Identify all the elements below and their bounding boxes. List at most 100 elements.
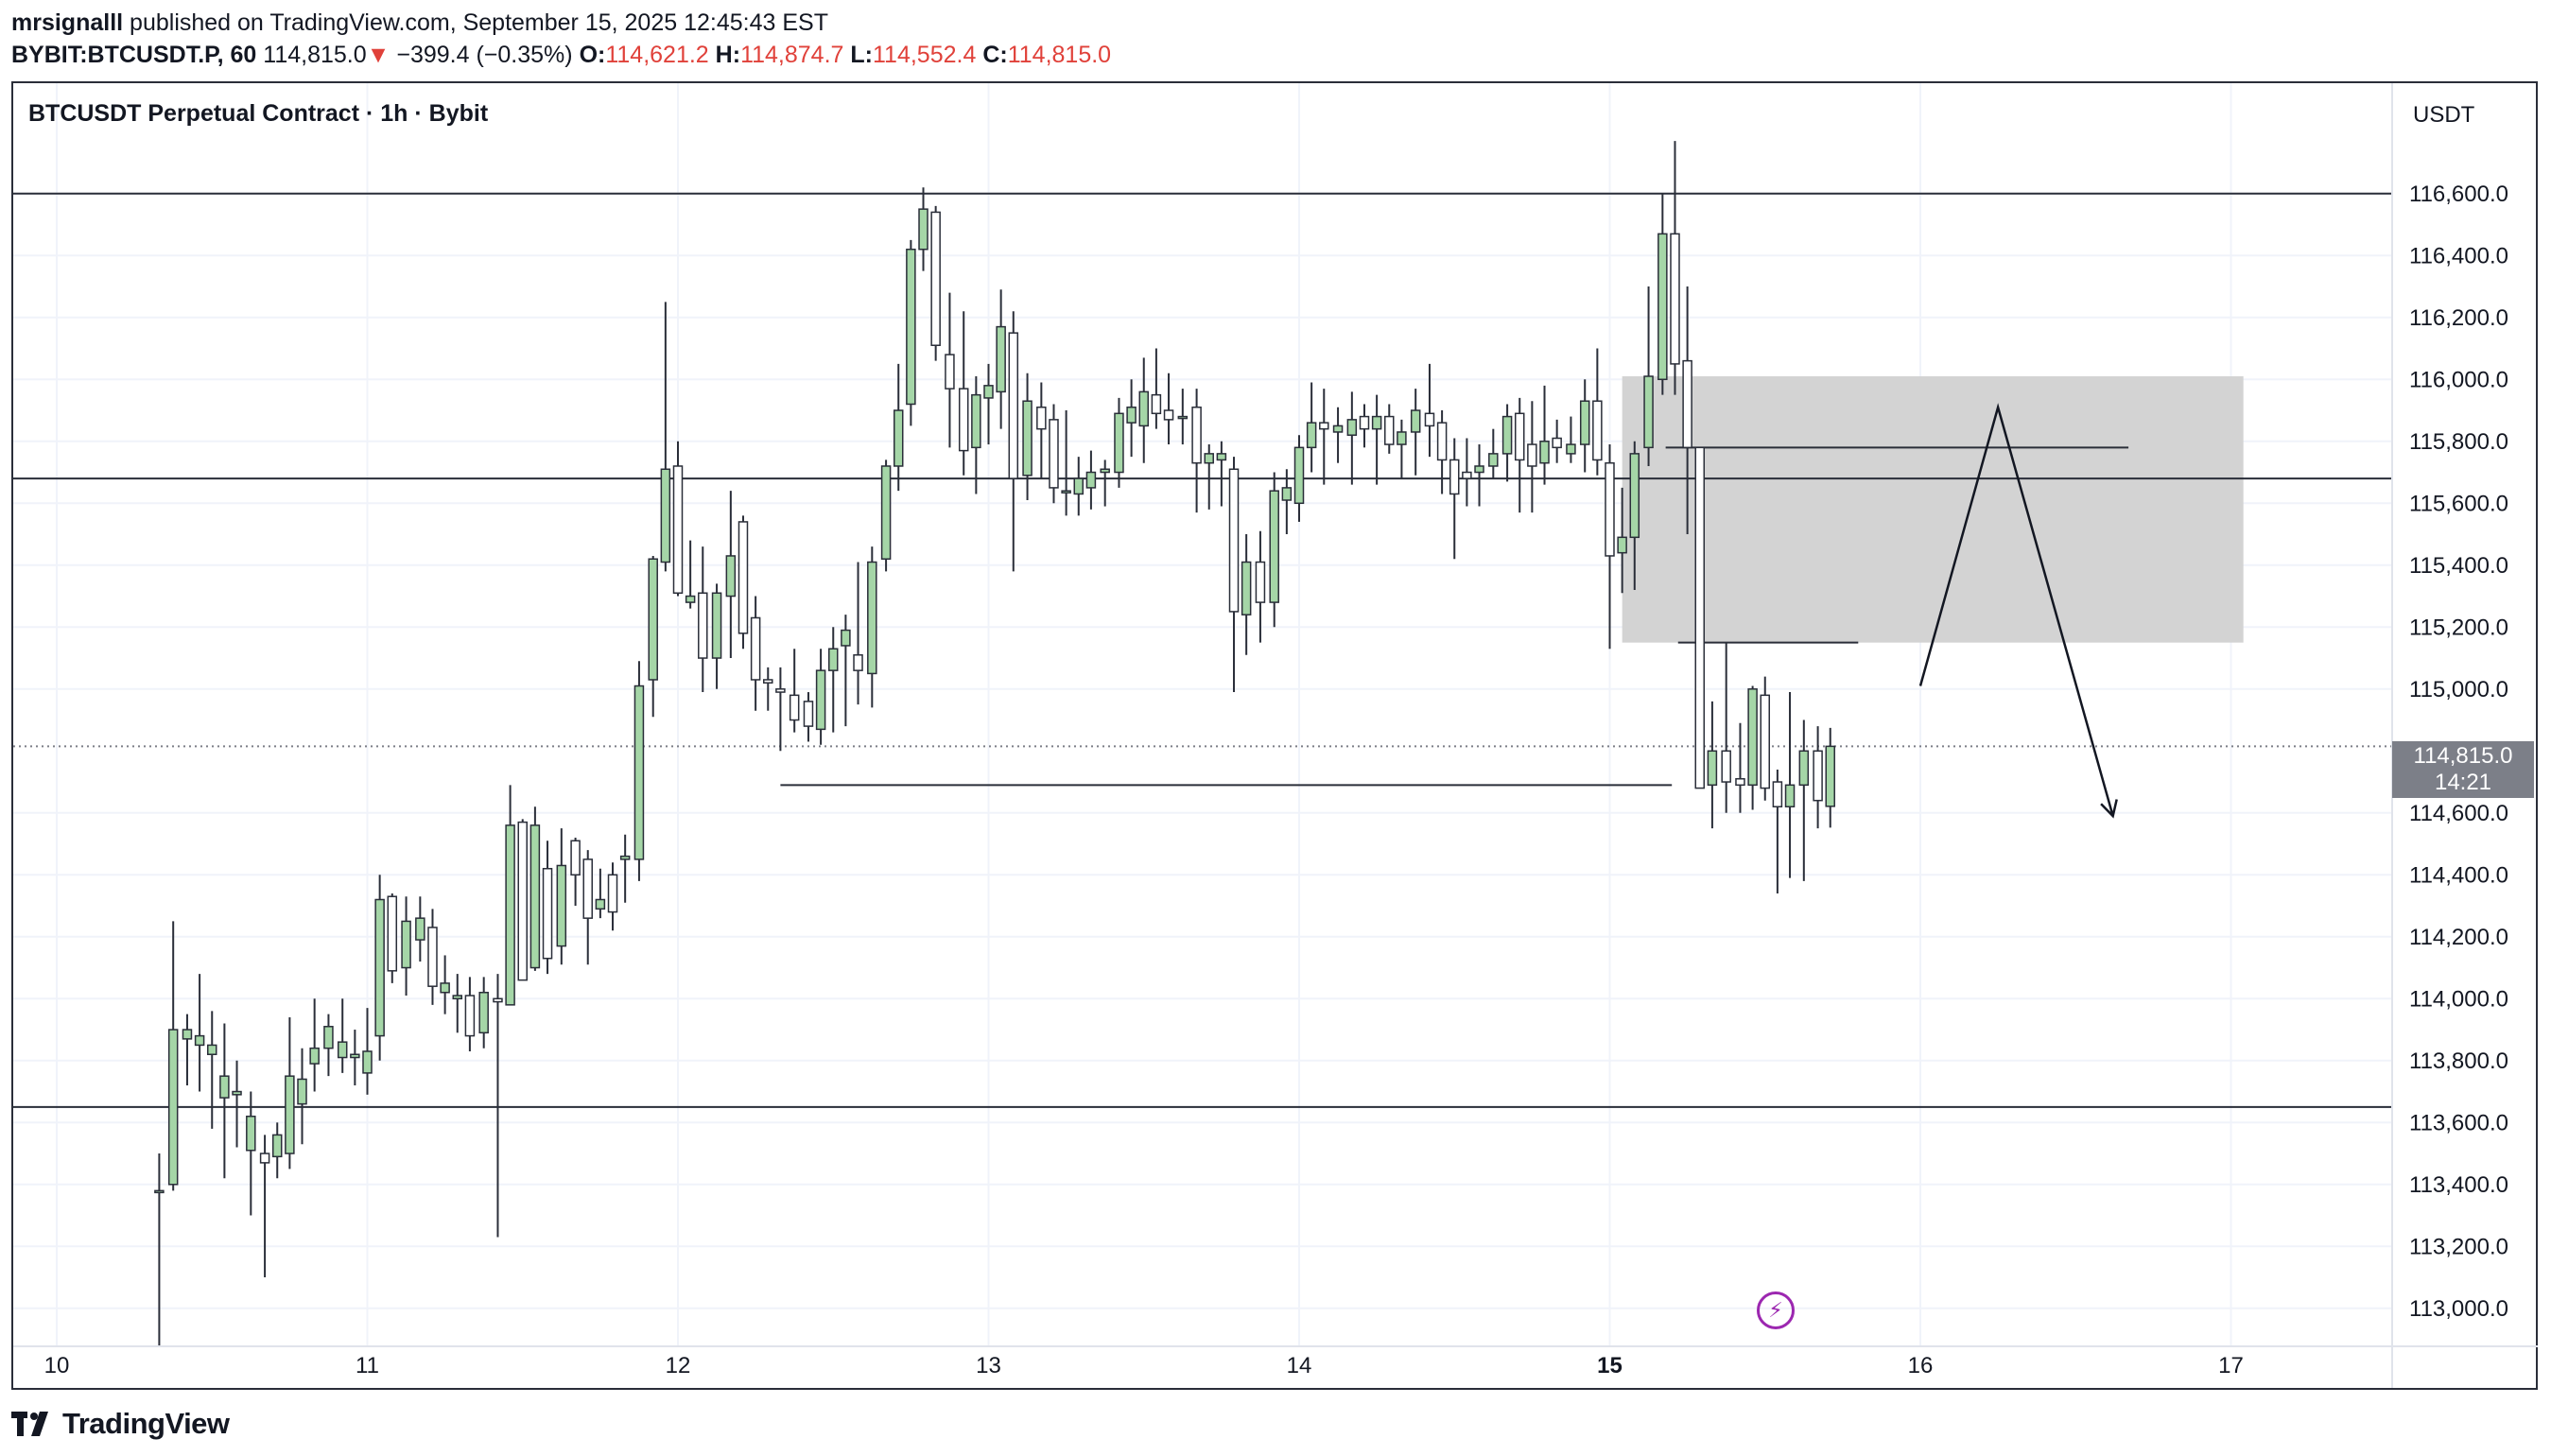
candle <box>828 627 839 733</box>
candle <box>219 1023 230 1179</box>
candle <box>971 376 981 494</box>
candle <box>259 1135 270 1278</box>
candle <box>1707 701 1718 829</box>
candle-body <box>1617 536 1627 554</box>
author-name[interactable]: mrsignalll <box>11 9 124 36</box>
candle-body <box>828 648 839 671</box>
candle-body <box>167 1029 179 1186</box>
candle <box>350 1030 360 1085</box>
last-price: 114,815.0 <box>263 42 367 68</box>
time-tick-label: 16 <box>1908 1353 1934 1378</box>
candle <box>1449 438 1460 560</box>
candle-body <box>698 592 708 659</box>
candle-body <box>1579 400 1590 445</box>
candle-body <box>1114 412 1124 474</box>
high-value: 114,874.7 <box>740 42 844 68</box>
candle <box>464 977 476 1051</box>
candle <box>775 667 786 752</box>
candle-body <box>1241 561 1252 615</box>
candle <box>1036 382 1047 479</box>
chart-frame[interactable] <box>11 81 2538 1390</box>
candle-body <box>1269 490 1279 603</box>
candle <box>930 205 941 361</box>
price-axis-labels: 113,000.0 113,200.0 113,400.0 113,600.0 113,… <box>2409 182 2508 1322</box>
candle-body <box>1657 233 1668 381</box>
open-value: 114,621.2 <box>605 42 709 68</box>
candle-body <box>775 688 786 693</box>
candle-body <box>1073 477 1085 495</box>
candle-body <box>853 654 863 671</box>
candle-body <box>1100 468 1110 474</box>
price-tick-label: 115,600.0 <box>2409 491 2508 516</box>
candle-body <box>1397 431 1407 445</box>
candle-body <box>505 824 515 1006</box>
candle-body <box>880 465 892 560</box>
candle-body <box>1760 694 1770 789</box>
candle-body <box>350 1053 360 1059</box>
published-text: published on TradingView.com, September … <box>130 9 828 36</box>
price-change: −399.4 (−0.35%) <box>396 42 573 68</box>
candle-body <box>725 555 737 598</box>
candle <box>1501 404 1513 482</box>
candle-body <box>1008 332 1019 479</box>
candle <box>789 649 800 733</box>
candle <box>1424 363 1435 458</box>
candle <box>1825 727 1835 828</box>
candle-body <box>401 920 411 969</box>
chart-title: BTCUSDT Perpetual Contract · 1h · Bybit <box>28 100 489 127</box>
candle <box>1228 457 1240 693</box>
candle-body <box>789 694 800 721</box>
candle <box>362 1008 373 1095</box>
price-tick-label: 115,200.0 <box>2409 615 2508 640</box>
candle <box>1488 428 1499 479</box>
price-tick-label: 115,400.0 <box>2409 553 2508 579</box>
candle <box>309 998 320 1092</box>
candle-body <box>1177 415 1189 420</box>
candle-body <box>362 1050 373 1074</box>
price-tick-label: 116,000.0 <box>2409 367 2508 392</box>
projection-path <box>1918 403 2114 817</box>
candle-body <box>1138 390 1149 427</box>
candle-body <box>1022 400 1033 477</box>
candle <box>154 1153 165 1346</box>
price-axis-background <box>2392 83 2536 1388</box>
candle <box>648 555 658 718</box>
candle <box>1694 446 1706 789</box>
time-tick-label: 15 <box>1597 1353 1623 1378</box>
candle-body <box>815 669 826 731</box>
candle <box>906 239 916 426</box>
candle-body <box>1061 490 1071 494</box>
price-tick-label: 113,200.0 <box>2409 1234 2508 1259</box>
candle <box>1216 441 1227 507</box>
candle-body <box>803 701 814 727</box>
candle-body <box>1436 422 1448 461</box>
candle <box>1397 419 1407 479</box>
candle-body <box>464 995 476 1037</box>
triangle-down-icon: ▼ <box>366 42 390 68</box>
candle <box>517 819 528 981</box>
candle-body <box>309 1047 320 1065</box>
lightning-bolt-icon[interactable]: ⚡ <box>1757 1291 1795 1329</box>
candle <box>983 363 994 445</box>
candle <box>415 896 425 962</box>
candle <box>542 841 553 975</box>
candle <box>1049 404 1059 504</box>
publish-line: mrsignalll published on TradingView.com,… <box>11 6 828 40</box>
candle <box>1735 722 1745 813</box>
candle-body <box>1552 437 1562 449</box>
symbol-label[interactable]: BYBIT:BTCUSDT.P, 60 <box>11 42 257 68</box>
candle-body <box>374 898 385 1037</box>
price-tick-label: 113,400.0 <box>2409 1172 2508 1198</box>
currency-unit[interactable]: USDT <box>2413 102 2475 128</box>
candle <box>194 974 205 1092</box>
candle-body <box>297 1078 307 1105</box>
tradingview-logo[interactable]: TradingView <box>11 1405 230 1443</box>
candle-body <box>1151 393 1162 415</box>
candle <box>803 692 814 742</box>
price-tick-label: 116,600.0 <box>2409 182 2508 207</box>
candle-body <box>337 1041 348 1059</box>
candle <box>880 459 892 572</box>
candle-body <box>1721 750 1731 783</box>
candle-body <box>711 592 722 659</box>
